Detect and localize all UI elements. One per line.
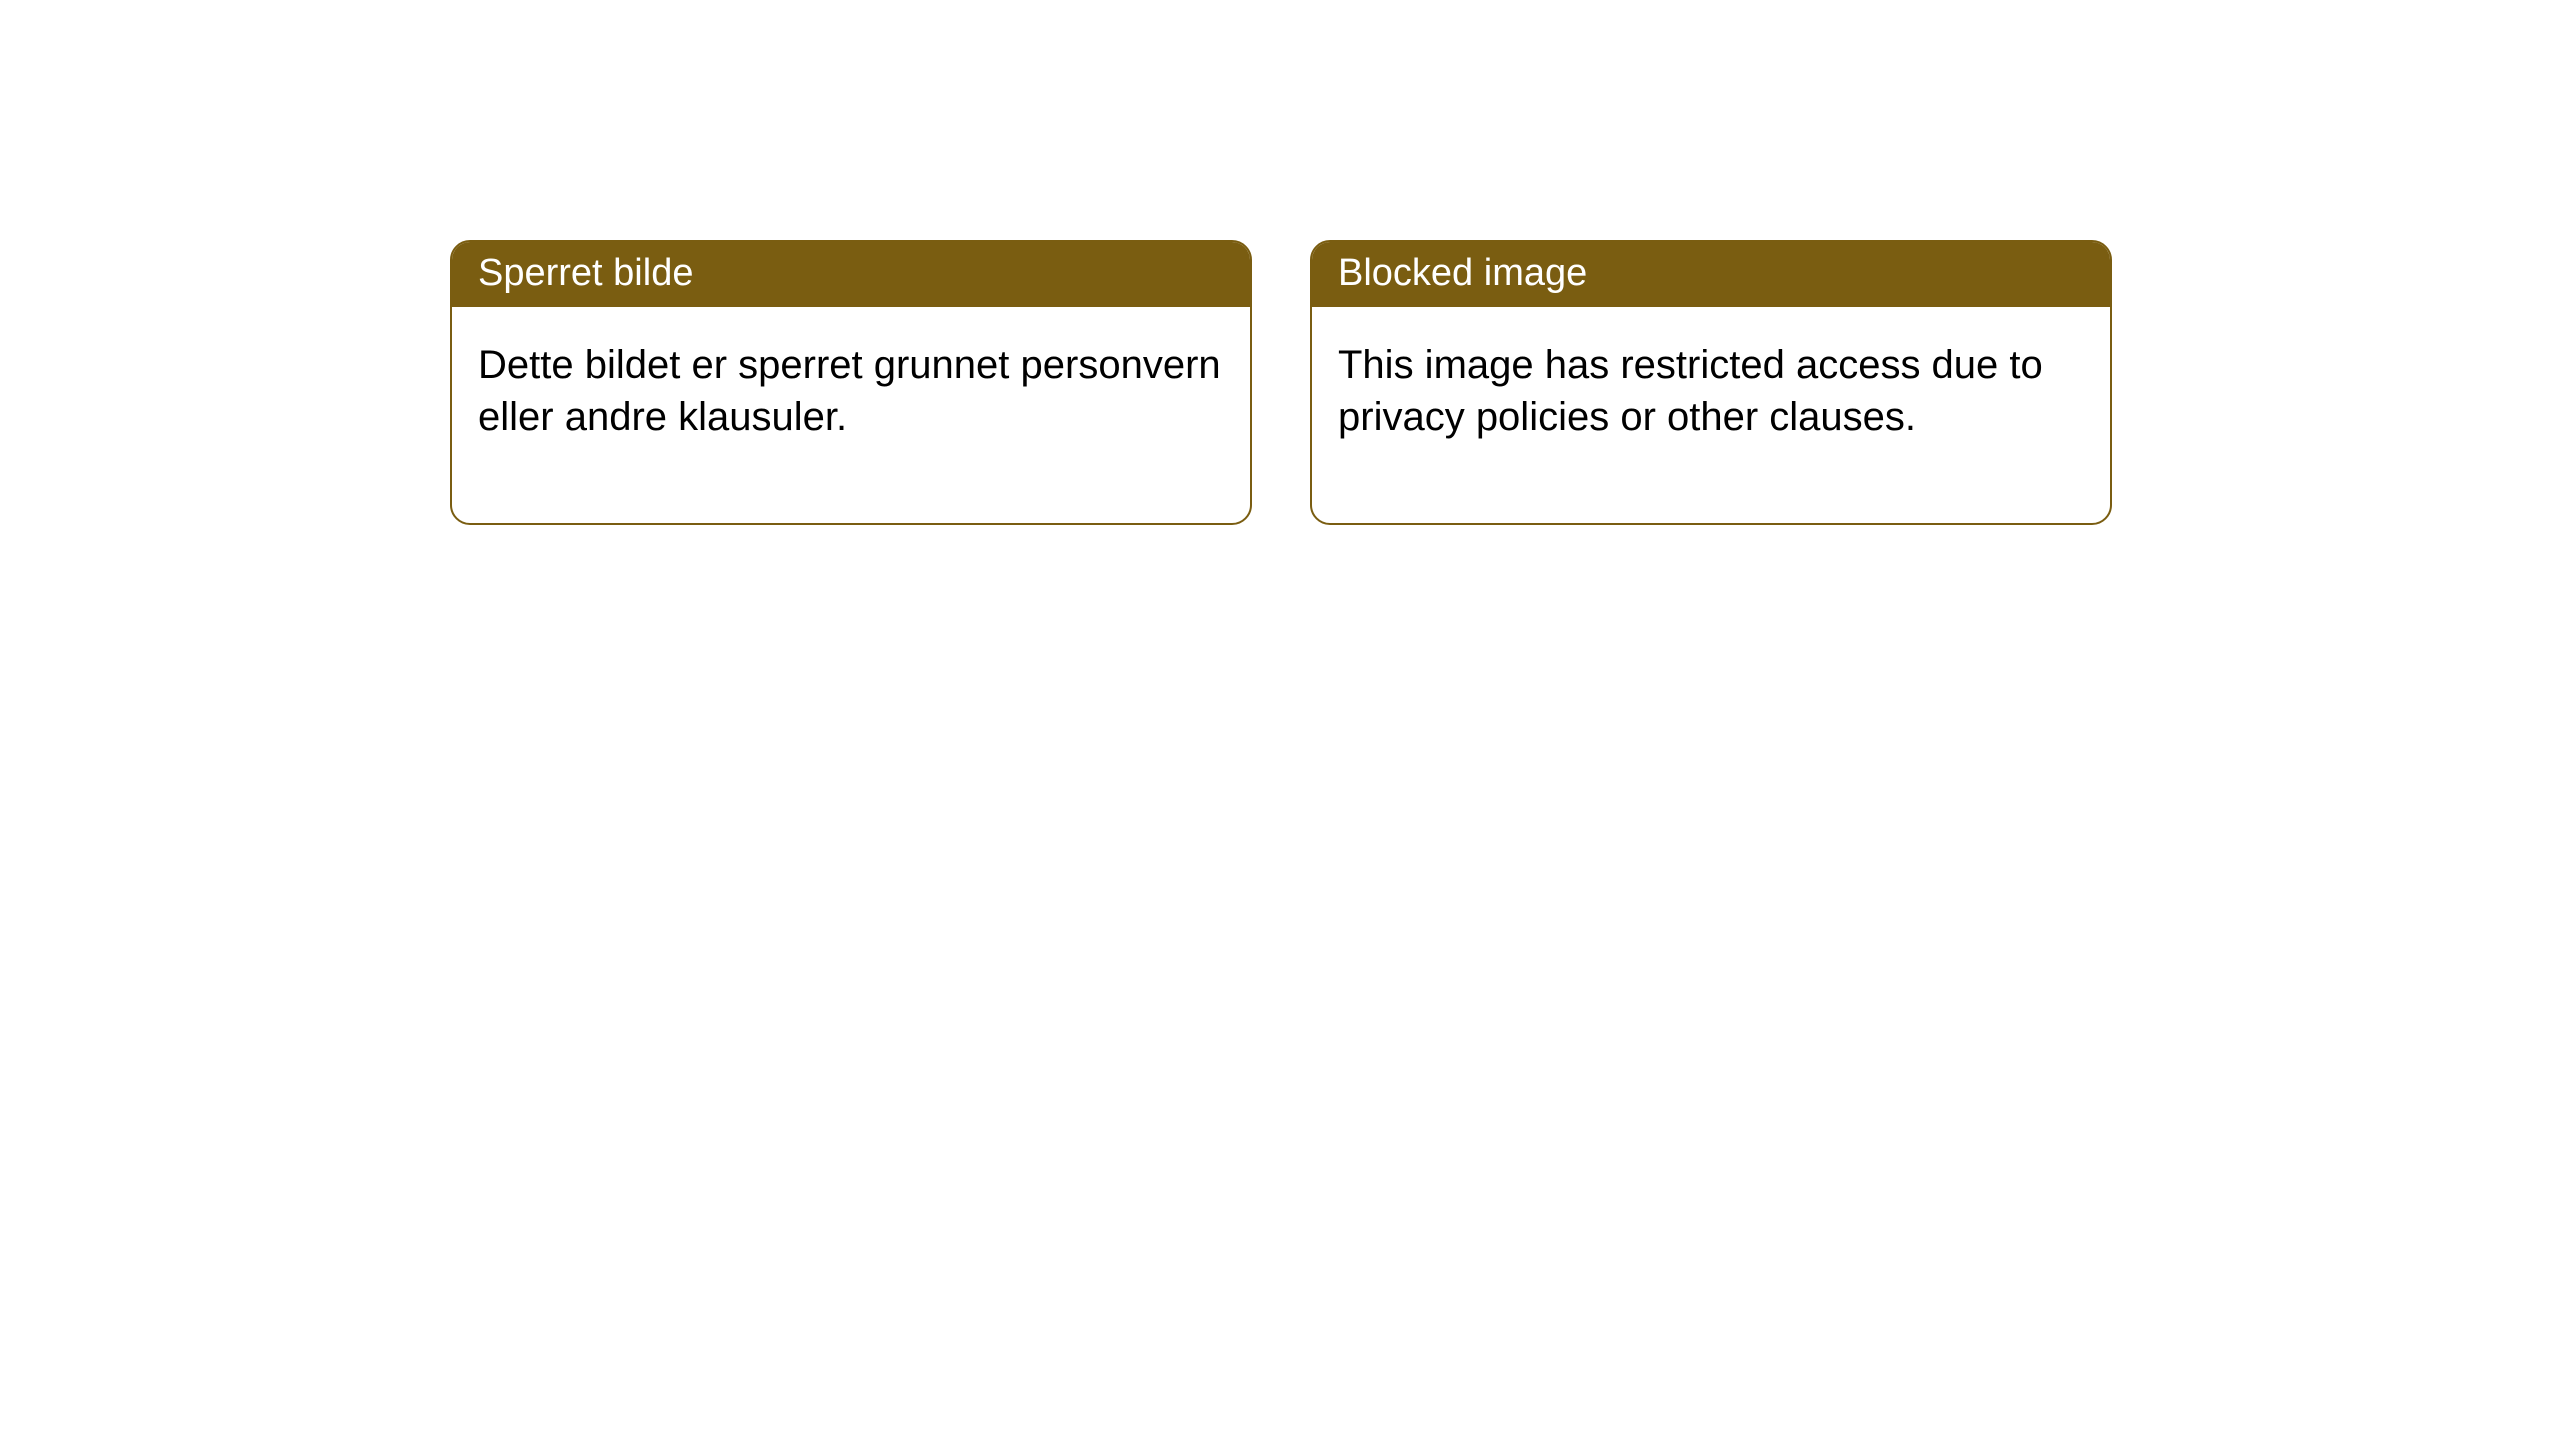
notice-title: Blocked image <box>1338 252 1587 294</box>
notice-title: Sperret bilde <box>478 252 693 294</box>
notice-body-text: Dette bildet er sperret grunnet personve… <box>478 343 1221 439</box>
notice-header: Blocked image <box>1312 242 2110 307</box>
notice-body: This image has restricted access due to … <box>1312 307 2110 523</box>
notice-body-text: This image has restricted access due to … <box>1338 343 2043 439</box>
notice-card-english: Blocked image This image has restricted … <box>1310 240 2112 525</box>
notice-header: Sperret bilde <box>452 242 1250 307</box>
notice-body: Dette bildet er sperret grunnet personve… <box>452 307 1250 523</box>
notice-card-norwegian: Sperret bilde Dette bildet er sperret gr… <box>450 240 1252 525</box>
notice-container: Sperret bilde Dette bildet er sperret gr… <box>450 240 2112 525</box>
